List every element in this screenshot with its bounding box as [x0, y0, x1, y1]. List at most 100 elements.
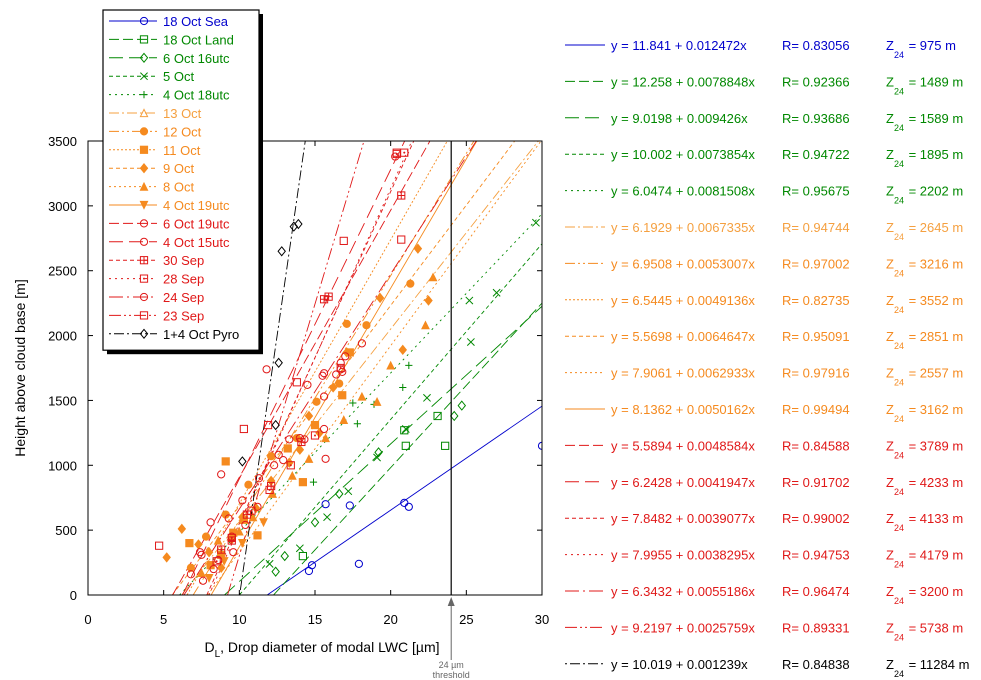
- data-point-11-5: [241, 520, 250, 530]
- data-point-7-3: [221, 457, 230, 466]
- data-point-6-6: [312, 397, 321, 406]
- data-point-3-3: [344, 487, 353, 496]
- data-point-12-3: [238, 496, 247, 505]
- fit-line-13: [206, 141, 415, 595]
- legend-label-15: 24 Sep: [163, 290, 204, 305]
- data-point-4-3: [399, 383, 407, 392]
- data-point-12-2: [224, 514, 233, 523]
- data-point-16-6: [392, 148, 401, 157]
- correlation-text-4: R= 0.95675: [782, 184, 850, 199]
- legend-marker-0: [139, 16, 149, 26]
- data-point-12-1: [206, 518, 215, 527]
- equation-text-4: y = 6.0474 + 0.0081508x: [611, 184, 755, 199]
- legend-label-16: 23 Sep: [163, 308, 204, 323]
- correlation-text-16: R= 0.89331: [782, 620, 850, 635]
- legend-marker-14: [139, 274, 149, 283]
- data-point-16-1: [239, 424, 248, 434]
- correlation-text-15: R= 0.96474: [782, 584, 850, 599]
- data-point-14-0: [212, 557, 221, 566]
- correlation-text-3: R= 0.94722: [782, 147, 850, 162]
- data-point-17-0: [238, 456, 247, 467]
- correlation-text-6: R= 0.97002: [782, 256, 850, 271]
- correlation-text-14: R= 0.94753: [782, 548, 850, 563]
- data-point-16-4: [339, 236, 348, 245]
- fit-line-11: [172, 141, 431, 595]
- legend-label-17: 1+4 Oct Pyro: [163, 327, 239, 342]
- z24-label-11: Z24 = 3789 m: [886, 438, 963, 460]
- legend-label-4: 4 Oct 18utc: [163, 88, 230, 103]
- y-tick-label-1: 500: [55, 523, 77, 538]
- x-tick-label-0: 0: [84, 612, 91, 627]
- data-point-11-11: [341, 352, 350, 361]
- legend-marker-7: [139, 145, 149, 154]
- z24-label-4: Z24 = 2202 m: [886, 184, 963, 206]
- legend-label-1: 18 Oct Land: [163, 32, 234, 47]
- fit-line-17: [239, 141, 306, 595]
- equation-list: y = 11.841 + 0.012472x R= 0.83056 Z24 = 97…: [565, 38, 969, 679]
- data-point-9-3: [248, 512, 258, 522]
- legend-label-9: 8 Oct: [163, 180, 194, 195]
- legend-marker-11: [139, 219, 149, 228]
- fit-line-1: [273, 302, 542, 595]
- correlation-text-10: R= 0.99494: [782, 402, 850, 417]
- correlation-text-17: R= 0.84838: [782, 657, 850, 672]
- data-point-12-4: [254, 474, 264, 483]
- data-point-11-10: [336, 358, 345, 367]
- legend-marker-9: [139, 181, 149, 191]
- legend-marker-4: [140, 91, 148, 99]
- data-point-4-5: [349, 399, 357, 407]
- legend-marker-12: [139, 237, 149, 246]
- equation-text-1: y = 12.258 + 0.0078848x: [611, 74, 755, 89]
- z24-label-0: Z24 = 975 m: [886, 38, 956, 60]
- data-point-12-5: [274, 450, 283, 460]
- legend-box: [102, 9, 260, 351]
- data-point-7-6: [253, 531, 262, 540]
- data-point-7-10: [338, 391, 347, 400]
- data-point-1-4: [441, 441, 450, 450]
- data-point-10-3: [259, 518, 268, 528]
- data-point-9-13: [372, 397, 382, 406]
- data-point-15-2: [227, 532, 236, 541]
- y-tick-label-2: 1000: [48, 458, 77, 473]
- fit-line-8: [171, 141, 516, 595]
- data-point-0-1: [307, 561, 317, 570]
- data-point-7-9: [310, 420, 320, 430]
- fit-line-4: [179, 213, 542, 595]
- data-point-17-1: [271, 419, 280, 431]
- data-point-13-6: [324, 292, 333, 301]
- data-point-9-9: [357, 391, 367, 401]
- fit-line-9: [207, 141, 542, 595]
- data-point-11-9: [319, 392, 329, 401]
- threshold-label-value: 24 µm: [439, 660, 464, 670]
- data-point-6-0: [186, 563, 196, 572]
- z24-label-15: Z24 = 3200 m: [886, 584, 963, 606]
- y-tick-label-4: 2000: [48, 329, 77, 344]
- legend-label-13: 30 Sep: [163, 253, 204, 268]
- data-point-11-0: [186, 570, 196, 579]
- data-point-8-11: [328, 382, 338, 393]
- data-point-11-7: [279, 455, 288, 465]
- data-point-3-10: [531, 218, 540, 227]
- equation-text-15: y = 6.3432 + 0.0055186x: [611, 584, 755, 599]
- data-point-9-12: [428, 272, 438, 282]
- legend-label-11: 6 Oct 19utc: [163, 216, 230, 231]
- data-point-15-5: [285, 435, 294, 444]
- data-point-3-2: [323, 513, 332, 522]
- z24-label-2: Z24 = 1589 m: [886, 111, 963, 133]
- y-tick-label-0: 0: [70, 588, 77, 603]
- legend-marker-13: [139, 256, 149, 265]
- data-point-14-3: [265, 485, 274, 495]
- data-point-10-0: [204, 574, 214, 583]
- data-point-11-15: [321, 454, 330, 463]
- equation-text-0: y = 11.841 + 0.012472x: [611, 38, 747, 53]
- x-tick-label-4: 20: [383, 612, 397, 627]
- data-point-1-1: [400, 426, 409, 435]
- data-point-15-6: [318, 371, 327, 380]
- data-point-1-2: [401, 441, 410, 450]
- x-tick-label-3: 15: [308, 612, 322, 627]
- fit-line-14: [208, 141, 413, 595]
- legend-label-7: 11 Oct: [163, 143, 201, 158]
- fit-line-2: [224, 305, 542, 595]
- data-point-4-1: [353, 420, 361, 428]
- data-point-0-3: [345, 501, 354, 510]
